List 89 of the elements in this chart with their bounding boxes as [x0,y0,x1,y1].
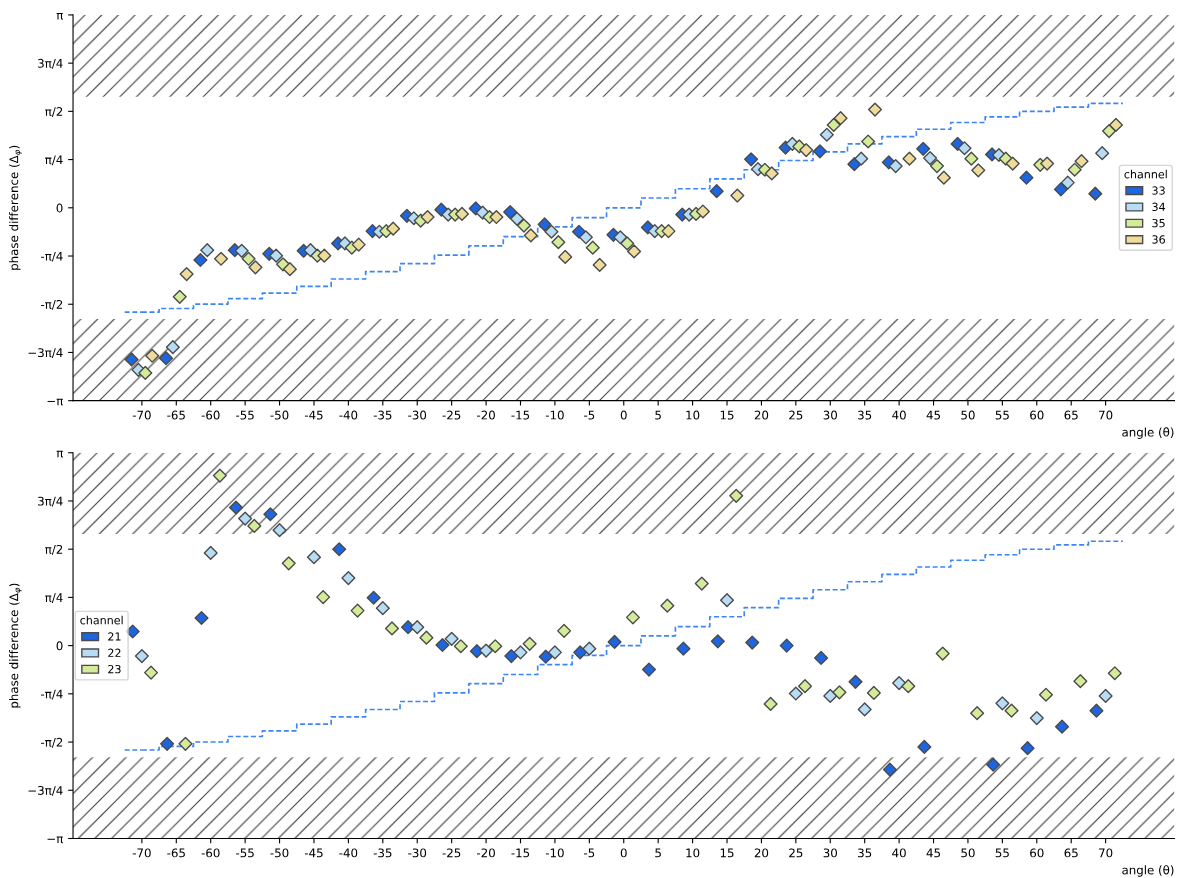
x-tick-label: 40 [892,410,906,420]
x-tick-label: 5 [655,410,661,420]
x-axis-title: angle (θ) [1122,865,1174,877]
x-tick-label: -25 [442,410,461,420]
x-tick-label: 70 [1099,410,1113,420]
y-tick-label: −3π/4 [28,348,63,359]
x-tick-label: -30 [408,848,427,858]
x-tick-label: 15 [720,410,734,420]
x-tick-label: 35 [858,410,872,420]
x-tick-label: 20 [754,410,769,420]
x-tick-label: -30 [408,410,427,420]
y-axis-title: phase difference (Δ$_{φ}$) [9,145,22,270]
y-tick-label: −π [47,836,63,844]
x-tick-label: 55 [995,848,1009,858]
x-tick-label: 50 [961,848,975,858]
legend-title: channel [80,615,123,625]
x-tick-label: 50 [961,410,975,420]
x-tick-label: -60 [201,410,220,420]
x-tick-label: 0 [620,410,627,420]
legend-label: 33 [1152,186,1165,195]
y-tick-label: -π/4 [41,251,63,262]
x-tick-label: 70 [1099,848,1113,858]
legend-label: 21 [108,632,121,641]
x-tick-label: 65 [1064,848,1078,858]
legend-label: 23 [108,664,121,674]
y-tick-label: −3π/4 [28,786,63,796]
x-axis-title: angle (θ) [1122,427,1174,439]
x-tick-label: -50 [270,848,289,858]
x-tick-label: 30 [823,848,837,858]
x-tick-label: -15 [511,410,530,420]
x-tick-label: -15 [511,848,530,858]
x-tick-label: 35 [858,848,872,858]
x-tick-label: -40 [339,848,358,858]
x-tick-label: -60 [201,848,220,858]
x-tick-label: 10 [686,410,700,420]
x-tick-label: 45 [926,848,941,858]
legend-label: 36 [1152,235,1165,244]
x-tick-label: 5 [655,848,661,858]
x-tick-label: 25 [789,848,803,858]
y-tick-label: π/4 [45,593,63,603]
legend-title: channel [1124,169,1167,179]
x-tick-label: -20 [477,848,495,858]
x-tick-label: 40 [892,848,906,858]
y-tick-label: 3π/4 [38,58,63,69]
x-tick-label: -55 [236,848,254,858]
y-tick-label: π/2 [45,544,63,555]
x-tick-label: -25 [442,848,461,858]
x-tick-label: -5 [584,848,595,858]
x-tick-label: 0 [620,848,627,858]
y-tick-label: 3π/4 [38,496,63,507]
y-tick-label: π [56,12,63,20]
x-tick-label: 15 [720,848,734,858]
y-tick-label: π/4 [45,155,63,166]
x-tick-label: 60 [1030,410,1044,420]
x-tick-label: -45 [304,848,323,858]
x-tick-label: 25 [789,410,803,420]
x-tick-label: 65 [1064,410,1078,420]
y-tick-label: π [56,450,63,458]
x-tick-label: 30 [823,410,837,420]
x-tick-label: -50 [270,410,289,420]
x-tick-label: 55 [995,410,1009,420]
x-tick-label: 60 [1030,848,1044,858]
x-tick-label: -10 [545,848,564,858]
y-tick-label: -π/2 [41,299,63,310]
legend-label: 22 [108,648,121,657]
y-tick-label: −π [47,398,63,406]
legend-label: 34 [1152,202,1166,212]
x-tick-label: -35 [373,848,392,858]
x-tick-label: -70 [132,848,151,858]
x-tick-label: -45 [304,410,323,420]
x-tick-label: 45 [926,410,941,420]
y-tick-label: π/2 [45,107,63,117]
x-tick-label: -20 [477,410,495,420]
y-tick-label: 0 [56,203,63,213]
x-tick-label: -35 [373,410,392,420]
x-tick-label: -10 [545,410,564,420]
y-axis-title: phase difference (Δ$_{φ}$) [9,583,22,708]
y-tick-label: 0 [56,641,63,651]
x-tick-label: -70 [132,410,151,420]
x-tick-label: 20 [754,848,769,858]
x-tick-label: -40 [339,410,358,420]
x-tick-label: 10 [686,848,700,858]
y-tick-label: -π/4 [41,689,63,700]
x-tick-label: -65 [167,848,185,858]
y-tick-label: -π/2 [41,737,63,748]
x-tick-label: -5 [584,410,595,420]
legend-label: 35 [1152,218,1165,228]
x-tick-label: -65 [167,410,185,420]
x-tick-label: -55 [236,410,254,420]
